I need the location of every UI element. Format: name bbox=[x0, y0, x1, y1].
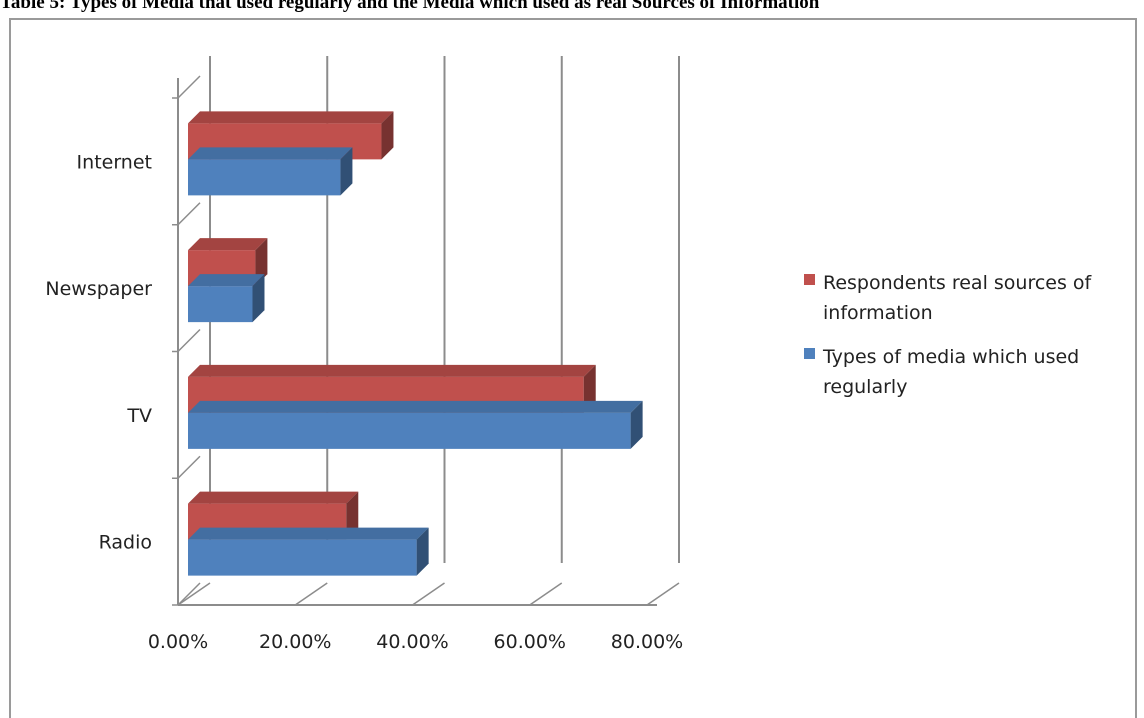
bar-top bbox=[188, 111, 394, 124]
x-tick-label: 20.00% bbox=[259, 631, 331, 653]
category-label: TV bbox=[126, 405, 152, 427]
bar-top bbox=[188, 400, 643, 413]
bar-top bbox=[188, 527, 429, 540]
axes bbox=[172, 75, 680, 606]
depth-tick bbox=[294, 582, 328, 606]
bar bbox=[188, 527, 429, 576]
x-tick-label: 80.00% bbox=[611, 631, 683, 653]
bar-front bbox=[188, 286, 253, 323]
depth-tick bbox=[529, 582, 563, 606]
bar-side bbox=[416, 527, 429, 576]
legend-label: Types of media which used bbox=[822, 346, 1079, 368]
x-tick-label: 0.00% bbox=[148, 631, 208, 653]
legend-label: regularly bbox=[823, 376, 907, 398]
y-depth-tick bbox=[177, 202, 201, 226]
category-label: Radio bbox=[99, 532, 152, 554]
legend-swatch bbox=[804, 348, 815, 359]
bar bbox=[188, 147, 353, 196]
chart-frame bbox=[9, 18, 1137, 718]
chart: 0.00% 20.00% 40.00% 60.00% 80.00% Radio TV News… bbox=[45, 56, 1093, 653]
legend-swatch bbox=[804, 274, 815, 285]
y-depth-tick bbox=[177, 75, 201, 99]
legend-label: information bbox=[823, 302, 933, 324]
bars bbox=[188, 111, 643, 576]
depth-tick bbox=[646, 582, 680, 606]
x-tick-labels: 0.00% 20.00% 40.00% 60.00% 80.00% bbox=[148, 631, 683, 653]
bar-front bbox=[188, 159, 341, 196]
depth-tick bbox=[412, 582, 445, 606]
bar-side bbox=[381, 111, 394, 160]
x-tick-label: 60.00% bbox=[494, 631, 566, 653]
bar-front bbox=[188, 412, 631, 449]
bar-top bbox=[188, 147, 353, 160]
y-depth-tick bbox=[177, 455, 201, 479]
bar-top bbox=[188, 364, 596, 377]
category-label: Internet bbox=[77, 151, 152, 173]
legend-label: Respondents real sources of bbox=[823, 272, 1093, 294]
bar bbox=[188, 400, 643, 449]
bar bbox=[188, 274, 265, 323]
y-depth-tick bbox=[177, 328, 201, 353]
bar-front bbox=[188, 539, 417, 576]
depth-tick bbox=[177, 582, 211, 606]
bar-top bbox=[188, 238, 268, 251]
bar-side bbox=[630, 400, 643, 449]
bar-top bbox=[188, 491, 359, 504]
category-label: Newspaper bbox=[45, 278, 152, 300]
bar-top bbox=[188, 274, 265, 287]
bar-side bbox=[252, 274, 265, 323]
bar-side bbox=[340, 147, 353, 196]
chart-title: Table 5: Types of Media that used regula… bbox=[0, 0, 820, 13]
y-depth-tick bbox=[177, 582, 201, 606]
category-labels: Radio TV Newspaper Internet bbox=[45, 151, 152, 553]
legend: Respondents real sources of information Ty… bbox=[804, 272, 1093, 398]
x-tick-label: 40.00% bbox=[376, 631, 448, 653]
